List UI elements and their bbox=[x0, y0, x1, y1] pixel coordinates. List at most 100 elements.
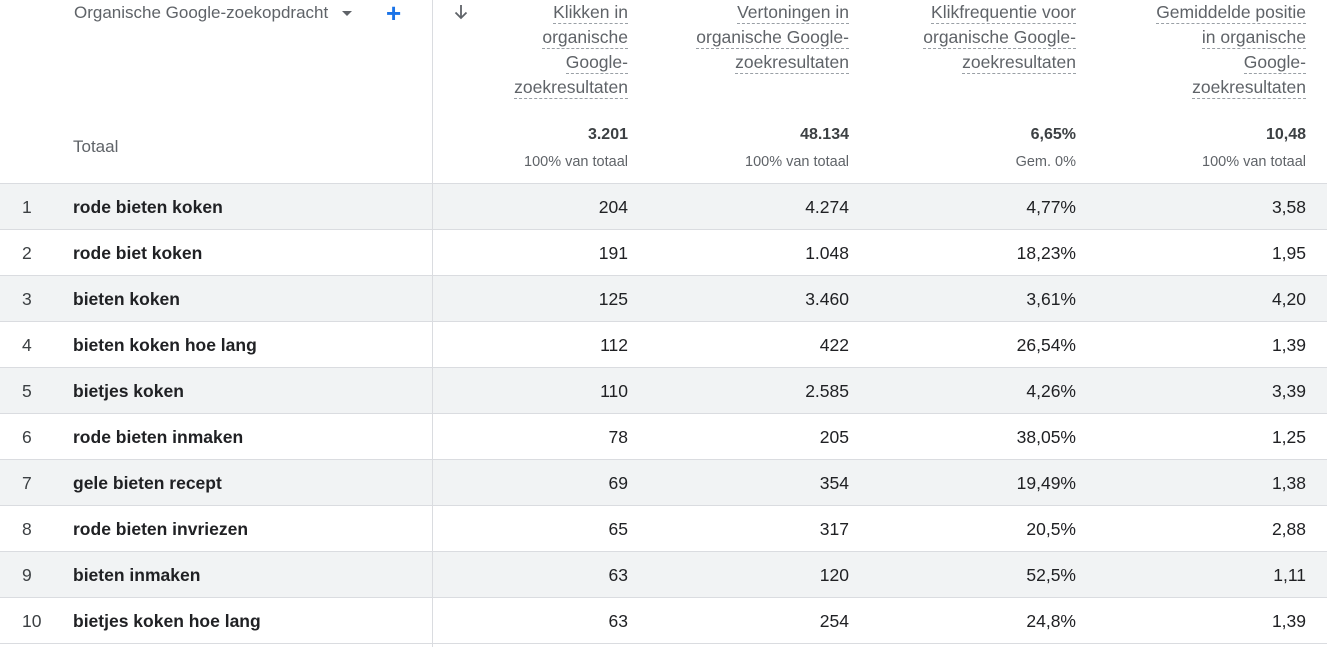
row-query[interactable]: bieten inmaken bbox=[73, 565, 201, 585]
row-query[interactable]: bietjes koken bbox=[73, 381, 184, 401]
total-impressions: 48.134 bbox=[800, 126, 849, 143]
row-ctr: 26,54% bbox=[1016, 335, 1076, 355]
dimension-selector[interactable]: Organische Google-zoekopdracht bbox=[74, 3, 353, 23]
row-query[interactable]: gele bieten recept bbox=[73, 473, 222, 493]
row-impressions: 1.048 bbox=[805, 243, 849, 263]
row-query[interactable]: bieten koken bbox=[73, 289, 180, 309]
row-position: 1,39 bbox=[1271, 335, 1306, 355]
row-impressions: 4.274 bbox=[805, 197, 849, 217]
column-header-line: organische bbox=[542, 27, 628, 49]
row-index: 4 bbox=[22, 335, 32, 355]
row-clicks: 63 bbox=[608, 565, 628, 585]
row-index: 2 bbox=[22, 243, 32, 263]
arrow-down-icon[interactable] bbox=[452, 2, 470, 22]
column-header-line: Google- bbox=[1243, 52, 1306, 74]
row-position: 1,38 bbox=[1271, 473, 1306, 493]
row-clicks: 63 bbox=[608, 611, 628, 631]
column-header-line: zoekresultaten bbox=[962, 52, 1076, 74]
row-impressions: 2.585 bbox=[805, 381, 849, 401]
row-impressions: 354 bbox=[819, 473, 849, 493]
column-header-clicks[interactable]: Klikken in organische Google- zoekresult… bbox=[514, 0, 628, 100]
row-query[interactable]: rode bieten inmaken bbox=[73, 427, 244, 447]
row-impressions: 3.460 bbox=[805, 289, 849, 309]
column-header-line: zoekresultaten bbox=[514, 77, 628, 99]
row-position: 3,39 bbox=[1271, 381, 1306, 401]
table-row[interactable]: 5 bietjes koken 110 2.585 4,26% 3,39 bbox=[0, 368, 1327, 414]
table-row[interactable]: 7 gele bieten recept 69 354 19,49% 1,38 bbox=[0, 460, 1327, 506]
caret-down-icon bbox=[342, 10, 353, 16]
row-index: 1 bbox=[22, 197, 32, 217]
dimension-label: Organische Google-zoekopdracht bbox=[74, 3, 329, 22]
plus-icon[interactable]: + bbox=[386, 0, 402, 28]
row-ctr: 19,49% bbox=[1016, 473, 1076, 493]
column-header-line: organische Google- bbox=[923, 27, 1076, 49]
column-header-ctr[interactable]: Klikfrequentie voor organische Google- z… bbox=[923, 0, 1076, 75]
row-ctr: 38,05% bbox=[1016, 427, 1076, 447]
row-clicks: 125 bbox=[598, 289, 628, 309]
row-position: 1,25 bbox=[1271, 427, 1306, 447]
row-query[interactable]: bietjes koken hoe lang bbox=[73, 611, 261, 631]
total-clicks: 3.201 bbox=[587, 126, 628, 143]
row-clicks: 204 bbox=[598, 197, 628, 217]
row-ctr: 4,26% bbox=[1026, 381, 1076, 401]
row-query[interactable]: rode bieten koken bbox=[73, 197, 223, 217]
row-ctr: 24,8% bbox=[1026, 611, 1076, 631]
row-clicks: 110 bbox=[600, 381, 628, 401]
row-index: 3 bbox=[22, 289, 32, 309]
table-row[interactable]: 2 rode biet koken 191 1.048 18,23% 1,95 bbox=[0, 230, 1327, 276]
row-ctr: 3,61% bbox=[1026, 289, 1076, 309]
total-clicks-sub: 100% van totaal bbox=[524, 154, 628, 170]
row-impressions: 205 bbox=[819, 427, 849, 447]
total-impressions-sub: 100% van totaal bbox=[745, 154, 849, 170]
row-index: 7 bbox=[22, 473, 32, 493]
row-clicks: 112 bbox=[600, 335, 628, 355]
column-header-line: Google- bbox=[565, 52, 628, 74]
table-row[interactable]: 3 bieten koken 125 3.460 3,61% 4,20 bbox=[0, 276, 1327, 322]
total-ctr: 6,65% bbox=[1030, 126, 1076, 143]
table-row[interactable]: 9 bieten inmaken 63 120 52,5% 1,11 bbox=[0, 552, 1327, 598]
row-query[interactable]: rode bieten invriezen bbox=[73, 519, 249, 539]
row-impressions: 120 bbox=[819, 565, 849, 585]
row-index: 5 bbox=[22, 381, 32, 401]
row-position: 3,58 bbox=[1271, 197, 1306, 217]
column-header-line: Gemiddelde positie bbox=[1156, 2, 1306, 24]
row-index: 6 bbox=[22, 427, 32, 447]
column-header-line: zoekresultaten bbox=[1192, 77, 1306, 99]
column-header-line: Vertoningen in bbox=[737, 2, 849, 24]
row-clicks: 65 bbox=[608, 519, 628, 539]
column-header-position[interactable]: Gemiddelde positie in organische Google-… bbox=[1156, 0, 1306, 100]
total-position: 10,48 bbox=[1265, 126, 1306, 143]
row-impressions: 254 bbox=[819, 611, 849, 631]
row-index: 10 bbox=[22, 611, 42, 631]
row-position: 1,95 bbox=[1271, 243, 1306, 263]
table-row[interactable]: 1 rode bieten koken 204 4.274 4,77% 3,58 bbox=[0, 184, 1327, 230]
row-impressions: 317 bbox=[819, 519, 849, 539]
table-row[interactable]: 10 bietjes koken hoe lang 63 254 24,8% 1,39 bbox=[0, 598, 1327, 644]
row-position: 4,20 bbox=[1271, 289, 1306, 309]
column-divider bbox=[432, 0, 433, 647]
row-ctr: 4,77% bbox=[1026, 197, 1076, 217]
table-header: Organische Google-zoekopdracht + Klikken… bbox=[0, 0, 1327, 184]
table-row[interactable]: 4 bieten koken hoe lang 112 422 26,54% 1,39 bbox=[0, 322, 1327, 368]
row-clicks: 69 bbox=[608, 473, 628, 493]
row-ctr: 52,5% bbox=[1026, 565, 1076, 585]
row-clicks: 191 bbox=[598, 243, 628, 263]
row-position: 1,11 bbox=[1273, 565, 1306, 585]
row-index: 8 bbox=[22, 519, 32, 539]
row-position: 2,88 bbox=[1271, 519, 1306, 539]
total-ctr-sub: Gem. 0% bbox=[1015, 154, 1076, 170]
row-ctr: 18,23% bbox=[1016, 243, 1076, 263]
table-row[interactable]: 8 rode bieten invriezen 65 317 20,5% 2,88 bbox=[0, 506, 1327, 552]
column-header-line: Klikken in bbox=[553, 2, 628, 24]
table-row[interactable]: 6 rode bieten inmaken 78 205 38,05% 1,25 bbox=[0, 414, 1327, 460]
row-query[interactable]: rode biet koken bbox=[73, 243, 203, 263]
column-header-line: organische Google- bbox=[696, 27, 849, 49]
row-ctr: 20,5% bbox=[1026, 519, 1076, 539]
row-position: 1,39 bbox=[1271, 611, 1306, 631]
row-query[interactable]: bieten koken hoe lang bbox=[73, 335, 257, 355]
column-header-impressions[interactable]: Vertoningen in organische Google- zoekre… bbox=[696, 0, 849, 75]
column-header-line: Klikfrequentie voor bbox=[931, 2, 1076, 24]
row-impressions: 422 bbox=[819, 335, 849, 355]
row-index: 9 bbox=[22, 565, 32, 585]
